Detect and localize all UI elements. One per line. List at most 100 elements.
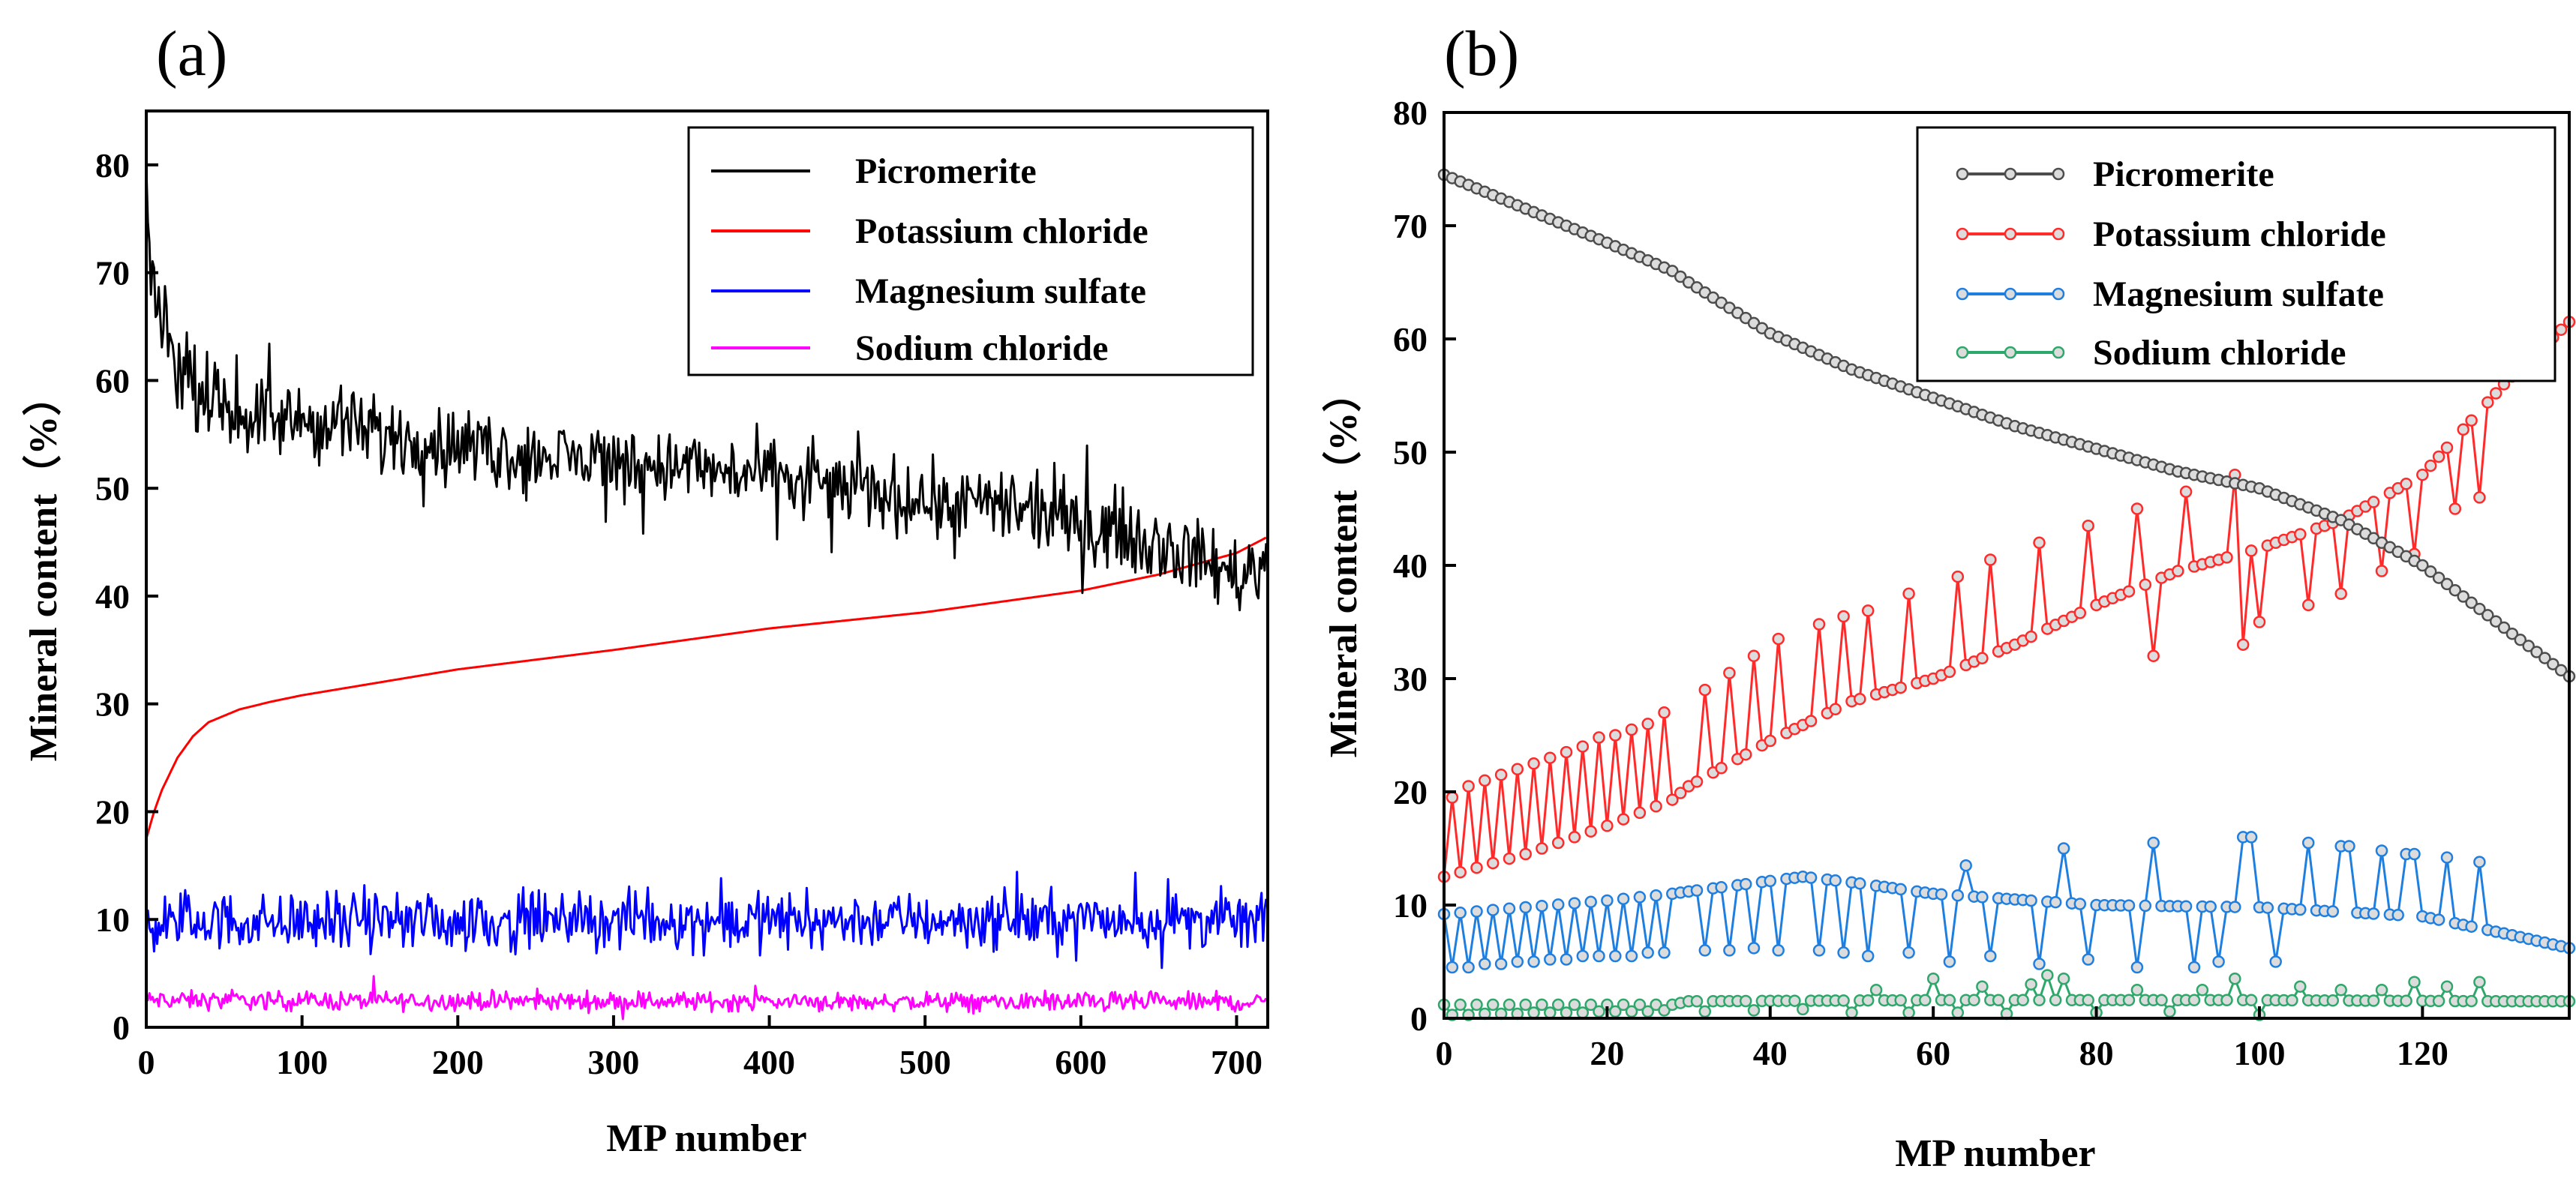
panel-b-point-sodium-chloride (1641, 1005, 1654, 1018)
panel-b-point-sodium-chloride (1536, 998, 1548, 1012)
panel-b-point-potassium-chloride (1494, 769, 1508, 781)
panel-b-y-tick-label: 0 (1410, 1000, 1428, 1038)
panel-a-x-tick-label: 400 (743, 1043, 795, 1081)
panel-b-point-sodium-chloride (1747, 1004, 1761, 1017)
panel-a-y-tick-label: 60 (95, 361, 130, 400)
panel-a-y-ticks: 0 10 20 30 40 50 60 70 80 (95, 146, 158, 1047)
panel-b-point-potassium-chloride (1486, 856, 1500, 870)
panel-b-point-potassium-chloride (2033, 536, 2046, 550)
panel-b-point-picromerite (2538, 652, 2551, 664)
panel-b-legend: Picromerite Potassium chloride Magnesium… (1916, 126, 2556, 382)
panel-b-point-sodium-chloride (2375, 984, 2388, 997)
panel-b-point-potassium-chloride (2440, 441, 2454, 454)
panel-b-point-potassium-chloride (1462, 780, 1475, 793)
panel-b-x-tick-label: 40 (1753, 1034, 1788, 1072)
panel-b-point-sodium-chloride (1926, 972, 1940, 985)
panel-b-point-potassium-chloride (2416, 468, 2429, 481)
panel-b-x-axis-title: MP number (1895, 1132, 2095, 1175)
panel-b-point-magnesium-sulfate (1544, 953, 1557, 966)
panel-b-point-magnesium-sulfate (1650, 889, 1662, 902)
panel-b-point-magnesium-sulfate (1560, 953, 1573, 966)
panel-b-point-magnesium-sulfate (1854, 877, 1866, 890)
panel-b-point-potassium-chloride (2139, 578, 2152, 591)
panel-b-point-sodium-chloride (1845, 1006, 1858, 1019)
panel-b-point-sodium-chloride (1584, 998, 1597, 1012)
panel-b-point-magnesium-sulfate (1609, 949, 1622, 963)
panel-b-x-ticks: 0 20 40 60 80 100 120 (1436, 1006, 2448, 1072)
panel-b-point-potassium-chloride (1551, 836, 1565, 850)
panel-b-point-magnesium-sulfate (1454, 907, 1467, 919)
panel-b-point-magnesium-sulfate (1446, 961, 1459, 974)
panel-b-point-picromerite (2522, 640, 2535, 652)
panel-b-point-sodium-chloride (1544, 1006, 1557, 1019)
panel-b-point-picromerite (2473, 602, 2486, 616)
panel-b-legend-marker-magnesium-sulfate (1956, 287, 1969, 301)
panel-b-point-magnesium-sulfate (1633, 891, 1647, 904)
panel-b-point-magnesium-sulfate (1527, 955, 1540, 968)
panel-b-point-sodium-chloride (2057, 972, 2070, 985)
panel-b-point-magnesium-sulfate (2229, 901, 2241, 913)
panel-b-point-picromerite (2432, 571, 2445, 584)
panel-b-series-potassium-chloride (1443, 321, 2571, 877)
panel-b-point-picromerite (2424, 565, 2437, 578)
panel-b-point-sodium-chloride (1837, 994, 1850, 1007)
panel-b-point-sodium-chloride (2196, 984, 2209, 997)
panel-b-legend-marker-magnesium-sulfate (2052, 287, 2065, 301)
panel-b-point-sodium-chloride (1503, 998, 1516, 1012)
panel-b-point-sodium-chloride (1797, 1003, 1809, 1016)
panel-b-legend-marker-sodium-chloride (2052, 346, 2065, 359)
panel-b-point-potassium-chloride (2301, 598, 2315, 612)
panel-b-legend-marker-picromerite (1956, 167, 1969, 181)
panel-b-point-potassium-chloride (1674, 787, 1687, 799)
panel-b-point-potassium-chloride (2147, 649, 2160, 663)
panel-a-x-tick-label: 700 (1211, 1043, 1262, 1081)
panel-b-point-magnesium-sulfate (2212, 955, 2225, 968)
panel-b-point-potassium-chloride (2334, 587, 2347, 601)
panel-b-point-potassium-chloride (1625, 723, 1638, 736)
panel-b-point-sodium-chloride (1551, 998, 1565, 1012)
panel-b-y-ticks: 0 10 20 30 40 50 60 70 80 (1393, 94, 1456, 1038)
panel-b-point-magnesium-sulfate (1804, 871, 1818, 884)
panel-b-point-potassium-chloride (1584, 825, 1597, 838)
panel-b-point-magnesium-sulfate (1764, 874, 1777, 888)
panel-b-point-magnesium-sulfate (1551, 898, 1565, 911)
panel-b-point-potassium-chloride (2236, 638, 2250, 651)
panel-b-point-sodium-chloride (2465, 994, 2478, 1008)
panel-b-point-sodium-chloride (2130, 984, 2144, 997)
panel-b-point-sodium-chloride (2286, 994, 2298, 1007)
panel-b-point-sodium-chloride (2326, 994, 2340, 1007)
panel-b-plot-area (1437, 168, 2576, 1021)
panel-b-point-sodium-chloride (1690, 995, 1704, 1008)
panel-b-point-magnesium-sulfate (1943, 955, 1956, 968)
panel-b-point-potassium-chloride (1943, 665, 1956, 679)
panel-b-point-sodium-chloride (2440, 980, 2454, 993)
panel-b-point-magnesium-sulfate (2432, 913, 2445, 926)
panel-b-point-picromerite (2489, 615, 2502, 628)
panel-b-point-magnesium-sulfate (1772, 944, 1785, 957)
panel-b-point-magnesium-sulfate (1511, 955, 1524, 968)
panel-b-point-potassium-chloride (1503, 852, 1516, 865)
panel-b-point-magnesium-sulfate (2375, 844, 2388, 857)
panel-b-point-magnesium-sulfate (1625, 949, 1638, 963)
panel-b-point-magnesium-sulfate (1739, 877, 1752, 891)
panel-a-y-tick-label: 20 (95, 793, 130, 831)
panel-a-x-tick-label: 300 (587, 1043, 639, 1081)
panel-b-point-sodium-chloride (1976, 980, 1989, 993)
panel-b-point-potassium-chloride (2244, 544, 2258, 557)
panel-b-point-potassium-chloride (1527, 757, 1540, 770)
panel-b-point-potassium-chloride (1511, 763, 1524, 776)
panel-b-point-picromerite (2416, 559, 2429, 572)
panel-b-point-magnesium-sulfate (1747, 942, 1761, 955)
panel-b-point-magnesium-sulfate (2187, 961, 2201, 974)
panel-b-point-sodium-chloride (1951, 1006, 1965, 1019)
panel-b-point-sodium-chloride (2025, 978, 2037, 991)
panel-b-point-magnesium-sulfate (2261, 901, 2274, 914)
panel-b-point-magnesium-sulfate (1959, 859, 1972, 872)
panel-b-point-potassium-chloride (2400, 478, 2412, 490)
panel-b-point-magnesium-sulfate (2057, 842, 2070, 855)
panel-b-point-picromerite (2547, 658, 2559, 670)
panel-b-point-sodium-chloride (1568, 998, 1581, 1012)
panel-b-point-sodium-chloride (2049, 994, 2062, 1007)
panel-b-point-magnesium-sulfate (1658, 946, 1671, 959)
panel-a-legend: Picromerite Potassium chloride Magnesium… (687, 126, 1254, 376)
